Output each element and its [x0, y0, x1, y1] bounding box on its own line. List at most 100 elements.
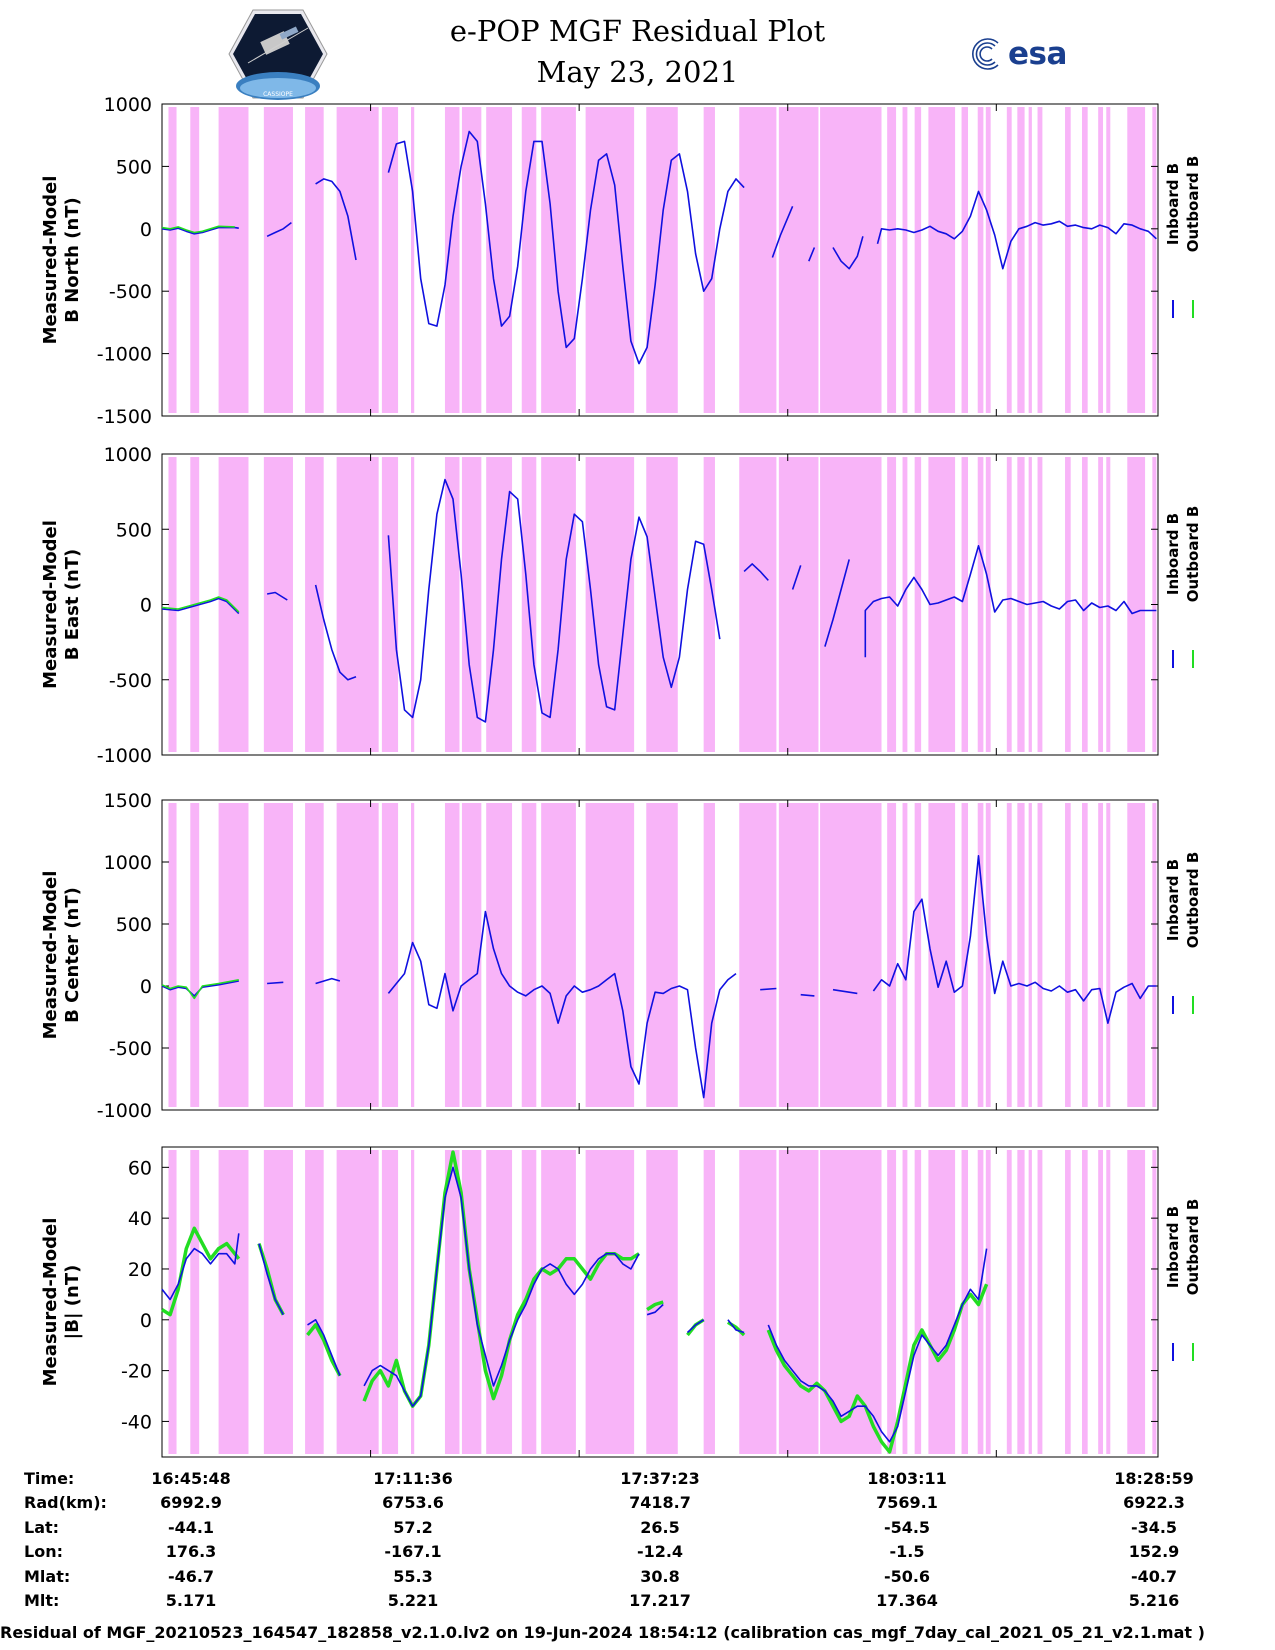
excluded-band	[1098, 457, 1104, 752]
excluded-band	[985, 803, 991, 1107]
inboard-line	[387, 910, 737, 1099]
excluded-band	[411, 1150, 415, 1454]
y-tick-label: 1000	[104, 94, 152, 116]
excluded-band	[444, 1150, 460, 1454]
excluded-band	[1006, 107, 1012, 413]
inboard-line	[864, 545, 1157, 658]
rad-value: 7418.7	[629, 1493, 691, 1513]
y-tick-label: -500	[109, 670, 152, 692]
inboard-line	[800, 993, 815, 997]
legend-label: Inboard B	[1164, 1206, 1182, 1288]
label-lat: Lat:	[24, 1517, 60, 1537]
excluded-band	[1098, 803, 1104, 1107]
excluded-band	[646, 803, 678, 1107]
excluded-band	[646, 107, 678, 413]
excluded-band	[1127, 1150, 1146, 1454]
inboard-line	[832, 988, 858, 995]
excluded-band	[263, 457, 293, 752]
excluded-band	[1028, 107, 1032, 413]
inboard-line	[266, 221, 292, 238]
excluded-band	[461, 803, 482, 1107]
excluded-band	[703, 457, 715, 752]
inboard-line	[161, 597, 240, 615]
y-axis-label: Measured-Model	[40, 176, 61, 345]
y-axis-label: B East (nT)	[62, 549, 83, 661]
excluded-band	[1028, 1150, 1032, 1454]
footer-caption: Residual of MGF_20210523_164547_182858_v…	[0, 1623, 1205, 1642]
outboard-line	[766, 1283, 989, 1454]
excluded-band	[1106, 107, 1111, 413]
legend-label: Inboard B	[1164, 163, 1182, 245]
inboard-line	[767, 1248, 988, 1443]
y-tick-label: 0	[140, 976, 152, 998]
rad-value: 7569.1	[876, 1493, 938, 1513]
excluded-band	[928, 803, 956, 1107]
excluded-band	[263, 803, 293, 1107]
excluded-band	[902, 1150, 908, 1454]
excluded-band	[887, 107, 897, 413]
excluded-band	[461, 457, 482, 752]
inboard-line	[161, 226, 239, 235]
lat-value: 57.2	[393, 1517, 433, 1537]
excluded-band	[381, 803, 399, 1107]
y-axis-label: Measured-Model	[40, 1218, 61, 1387]
excluded-band	[521, 107, 537, 413]
panel-north: 1000 500 0 -500 -1000 -1500 Measured-Model B No…	[40, 94, 1202, 428]
panel-magnitude: 60 40 20 0 -20 -40 Measured-Model |B| (nT) Inboa…	[40, 1146, 1202, 1458]
inboard-line	[686, 1319, 705, 1334]
excluded-band	[444, 457, 460, 752]
excluded-band	[977, 107, 984, 413]
cassiope-logo-text: CASSIOPE	[263, 91, 293, 98]
mlat-value: -50.6	[883, 1566, 931, 1586]
rad-value: 6922.3	[1123, 1493, 1185, 1513]
y-tick-label: 1500	[104, 790, 152, 812]
info-column-1: 16:45:48 6992.9 -44.1 176.3 -46.7 5.171	[121, 1467, 261, 1613]
excluded-band	[444, 107, 460, 413]
excluded-band	[1127, 107, 1146, 413]
excluded-band	[1106, 803, 1111, 1107]
mlt-value: 5.171	[165, 1591, 217, 1611]
inboard-line	[387, 478, 721, 723]
excluded-band	[887, 1150, 897, 1454]
excluded-band	[703, 107, 715, 413]
inboard-line	[267, 981, 284, 985]
excluded-band	[218, 803, 249, 1107]
excluded-band	[928, 1150, 956, 1454]
page-title: e-POP MGF Residual Plot	[449, 14, 826, 48]
legend-label: Inboard B	[1164, 859, 1182, 941]
y-tick-label: 500	[116, 519, 152, 541]
excluded-band	[190, 1150, 200, 1454]
excluded-band	[218, 107, 249, 413]
excluded-band	[985, 107, 991, 413]
excluded-band	[381, 457, 399, 752]
esa-logo: esa	[968, 34, 1067, 74]
outboard-line	[161, 979, 239, 1000]
excluded-band	[1082, 457, 1088, 752]
info-row-labels: Time: Rad(km): Lat: Lon: Mlat: Mlt:	[24, 1467, 107, 1613]
esa-logo-text: esa	[1008, 36, 1067, 72]
excluded-band	[914, 1150, 922, 1454]
excluded-band	[902, 457, 908, 752]
excluded-band	[1098, 1150, 1104, 1454]
excluded-band	[1152, 803, 1157, 1107]
excluded-band	[1017, 107, 1025, 413]
excluded-band	[486, 803, 513, 1107]
excluded-band	[168, 803, 177, 1107]
excluded-band	[1037, 457, 1043, 752]
excluded-band	[1017, 1150, 1025, 1454]
y-tick-label: 20	[128, 1259, 152, 1281]
y-tick-label: -500	[109, 281, 152, 303]
inboard-line	[266, 591, 288, 601]
excluded-band	[541, 457, 576, 752]
excluded-band	[168, 107, 177, 413]
lat-value: -54.5	[883, 1517, 931, 1537]
panel-east: 1000 500 0 -500 -1000 Measured-Model B East (n…	[40, 444, 1202, 767]
excluded-band	[461, 107, 482, 413]
excluded-band	[703, 803, 715, 1107]
excluded-band	[1028, 803, 1032, 1107]
excluded-band	[541, 1150, 576, 1454]
excluded-band	[820, 803, 882, 1107]
y-tick-label: -40	[121, 1411, 152, 1433]
axes-box	[161, 1146, 1159, 1458]
legend-label: Outboard B	[1184, 852, 1202, 949]
